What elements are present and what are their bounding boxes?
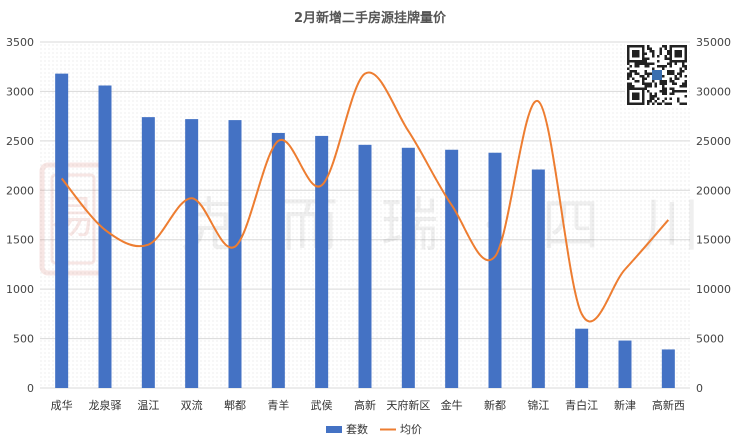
bar-series — [55, 73, 675, 389]
bar — [488, 152, 502, 388]
y-left-tick-label: 3500 — [6, 36, 34, 49]
qr-code-icon — [625, 43, 689, 107]
x-tick-label: 金牛 — [441, 398, 463, 412]
x-tick-label: 青羊 — [267, 398, 289, 412]
bar — [98, 85, 112, 389]
y-right-tick-label: 0 — [696, 382, 703, 395]
y-right-tick-label: 25000 — [696, 135, 731, 148]
line-path — [60, 71, 670, 323]
x-tick-label: 高新西 — [652, 398, 685, 412]
bar — [141, 117, 155, 388]
x-tick-label: 天府新区 — [386, 398, 430, 412]
bar — [315, 135, 329, 388]
y-right-tick-label: 5000 — [696, 333, 724, 346]
bar — [401, 147, 415, 388]
legend-bar-label: 套数 — [346, 423, 368, 436]
y-axis-right: 0 5000 10000 15000 20000 25000 30000 35000 — [696, 36, 731, 395]
x-tick-label: 双流 — [181, 398, 203, 412]
bar — [618, 340, 632, 388]
bar — [55, 73, 69, 389]
x-tick-label: 武侯 — [311, 398, 333, 412]
x-tick-label: 锦江 — [527, 398, 549, 412]
bar — [575, 328, 589, 388]
bar — [661, 349, 675, 388]
x-tick-label: 高新 — [354, 398, 376, 412]
y-right-tick-label: 15000 — [696, 234, 731, 247]
x-tick-label: 郫都 — [224, 398, 246, 412]
chart-title: 2月新增二手房源挂牌量价 — [294, 10, 447, 26]
y-right-tick-label: 30000 — [696, 85, 731, 98]
x-tick-label: 龙泉驿 — [89, 398, 122, 412]
y-left-tick-label: 3000 — [6, 85, 34, 98]
legend-line-label: 均价 — [400, 423, 422, 436]
line-series — [60, 71, 670, 323]
y-left-tick-label: 1500 — [6, 234, 34, 247]
y-right-tick-label: 10000 — [696, 283, 731, 296]
y-left-tick-label: 500 — [13, 333, 34, 346]
bar — [358, 144, 372, 388]
legend-bar-swatch — [326, 426, 342, 433]
bar — [531, 169, 545, 388]
bar — [445, 149, 459, 388]
x-tick-label: 新都 — [484, 398, 506, 412]
x-tick-label: 新津 — [614, 398, 636, 412]
x-axis: 成华 龙泉驿 温江 双流 郫都 青羊 武侯 高新 天府新区 金牛 新都 锦江 青白江 新津 高新西 — [51, 398, 685, 412]
x-tick-label: 成华 — [51, 398, 73, 412]
bar — [185, 119, 199, 388]
y-right-tick-label: 20000 — [696, 184, 731, 197]
x-tick-label: 青白江 — [565, 398, 598, 412]
y-left-tick-label: 0 — [27, 382, 34, 395]
y-left-tick-label: 2000 — [6, 184, 34, 197]
y-left-tick-label: 1000 — [6, 283, 34, 296]
bar — [228, 120, 242, 389]
bar — [271, 132, 285, 388]
y-left-tick-label: 2500 — [6, 135, 34, 148]
y-right-tick-label: 35000 — [696, 36, 731, 49]
y-axis-left: 0 500 1000 1500 2000 2500 3000 3500 — [6, 36, 34, 395]
legend: 套数 均价 — [326, 423, 422, 436]
x-tick-label: 温江 — [137, 399, 159, 412]
